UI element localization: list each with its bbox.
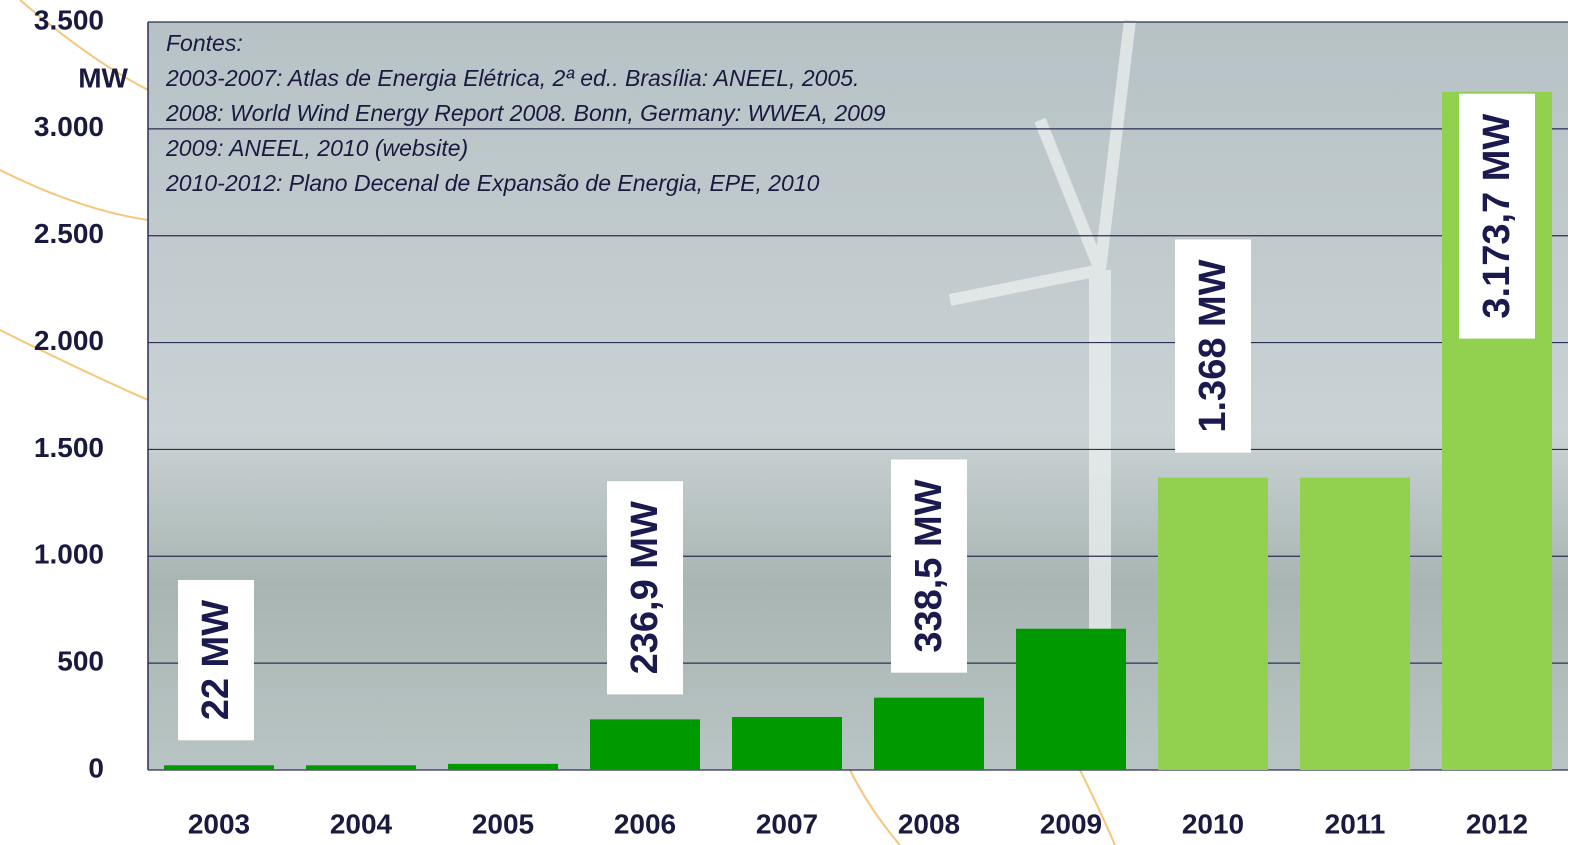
bar <box>448 763 558 770</box>
y-axis-label: MW <box>78 62 128 93</box>
x-tick-label: 2012 <box>1466 808 1528 839</box>
x-tick-label: 2008 <box>898 808 960 839</box>
y-tick-label: 0 <box>88 752 104 783</box>
bar <box>874 697 984 770</box>
y-tick-label: 1.500 <box>34 432 104 463</box>
bar <box>164 765 274 770</box>
value-label-box <box>1175 239 1251 453</box>
value-label: 1.368 MW <box>1175 239 1251 453</box>
value-label-box <box>1459 93 1535 339</box>
value-label-text: 338,5 MW <box>908 479 950 652</box>
x-tick-label: 2011 <box>1325 808 1386 839</box>
bar <box>590 719 700 770</box>
y-tick-label: 1.000 <box>34 539 104 570</box>
value-label: 338,5 MW <box>891 459 967 673</box>
annotation: 2009: ANEEL, 2010 (website) <box>165 135 468 161</box>
x-tick-label: 2009 <box>1040 808 1102 839</box>
x-tick-label: 2003 <box>188 808 250 839</box>
annotation: 2003-2007: Atlas de Energia Elétrica, 2ª… <box>165 65 859 91</box>
value-label: 22 MW <box>178 579 254 741</box>
value-label-text: 3.173,7 MW <box>1476 114 1518 319</box>
value-label-text: 1.368 MW <box>1192 259 1234 432</box>
annotation: Fontes: <box>166 30 243 56</box>
x-tick-label: 2010 <box>1182 808 1244 839</box>
annotation: 2008: World Wind Energy Report 2008. Bon… <box>165 100 886 126</box>
bar <box>732 716 842 770</box>
annotation: 2010-2012: Plano Decenal de Expansão de … <box>165 170 820 196</box>
y-tick-label: 500 <box>57 646 104 677</box>
y-tick-label: 3.500 <box>34 4 104 35</box>
x-tick-label: 2006 <box>614 808 676 839</box>
x-tick-label: 2004 <box>330 808 393 839</box>
y-tick-label: 2.000 <box>34 325 104 356</box>
y-tick-label: 2.500 <box>34 218 104 249</box>
value-label-text: 236,9 MW <box>624 501 666 674</box>
value-label: 3.173,7 MW <box>1459 93 1535 339</box>
y-tick-label: 3.000 <box>34 111 104 142</box>
value-label-box <box>178 579 254 741</box>
value-label-box <box>891 459 967 673</box>
bar <box>1300 477 1410 770</box>
decoration <box>0 0 1116 845</box>
x-tick-label: 2005 <box>472 808 534 839</box>
x-tick-label: 2007 <box>756 808 818 839</box>
value-label: 236,9 MW <box>607 481 683 695</box>
bar <box>1158 477 1268 770</box>
bar <box>1016 628 1126 770</box>
bar <box>306 765 416 770</box>
value-label-text: 22 MW <box>195 600 237 720</box>
value-label-box <box>607 481 683 695</box>
